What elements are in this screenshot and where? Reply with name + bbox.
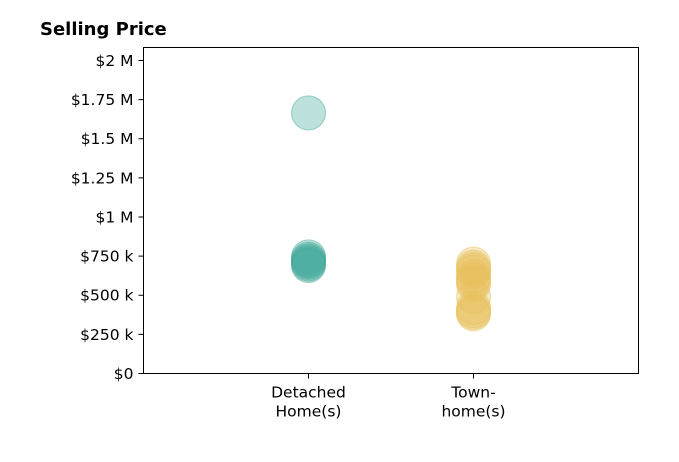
y-tick-label: $1.75 M bbox=[71, 91, 134, 109]
plot-frame bbox=[143, 47, 639, 374]
y-axis: $0 $250 k $500 k $750 k $1 M $1.25 M $1.5 M $1.… bbox=[71, 52, 144, 383]
x-category-label: home(s) bbox=[441, 403, 505, 421]
y-tick-label: $750 k bbox=[80, 248, 133, 266]
y-tick-label: $500 k bbox=[80, 287, 133, 305]
x-category-label: Home(s) bbox=[276, 403, 342, 421]
y-tick-label: $2 M bbox=[95, 52, 133, 70]
x-category-label: Detached bbox=[271, 384, 346, 402]
data-point-detached bbox=[291, 95, 326, 131]
y-tick-label: $1.5 M bbox=[81, 130, 134, 148]
chart-title: Selling Price bbox=[40, 19, 167, 40]
data-point-town bbox=[456, 254, 491, 290]
data-points bbox=[291, 95, 491, 332]
y-tick-label: $250 k bbox=[80, 326, 133, 344]
y-tick-label: $1.25 M bbox=[71, 169, 134, 187]
data-point-detached bbox=[291, 248, 326, 284]
y-tick-label: $1 M bbox=[95, 208, 133, 226]
data-point-town bbox=[456, 296, 491, 332]
y-tick-label: $0 bbox=[114, 365, 134, 383]
x-category-label: Town- bbox=[450, 384, 495, 402]
